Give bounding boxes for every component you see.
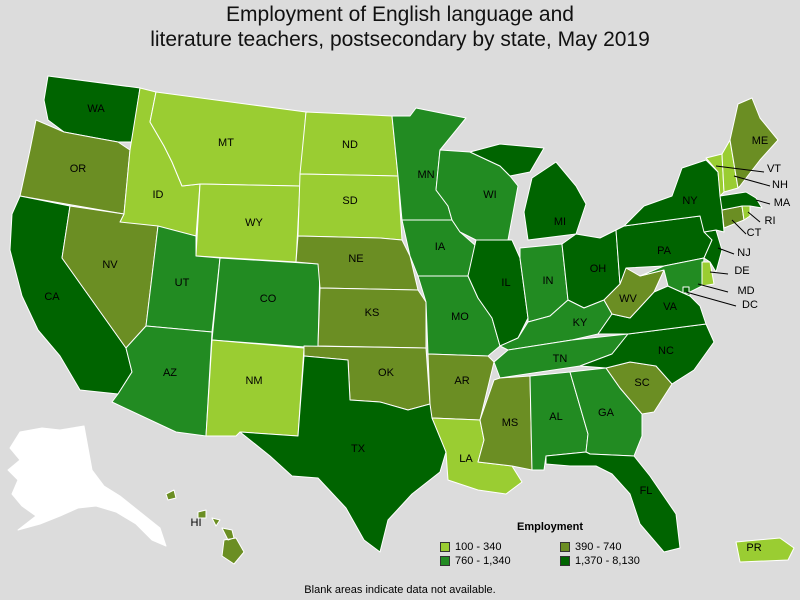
state-MI[interactable]: [469, 143, 587, 241]
state-label-sd: SD: [342, 195, 357, 207]
state-label-de: DE: [734, 265, 749, 277]
state-label-la: LA: [459, 453, 473, 465]
state-label-nm: NM: [245, 375, 262, 387]
state-label-tx: TX: [351, 443, 366, 455]
state-label-hi: HI: [191, 517, 202, 529]
state-label-nc: NC: [658, 345, 674, 357]
legend-label-3: 760 - 1,340: [455, 555, 511, 567]
state-label-ne: NE: [348, 253, 363, 265]
legend-item-1: 100 - 340: [440, 541, 560, 553]
state-label-mi: MI: [554, 216, 566, 228]
state-ME[interactable]: [729, 97, 779, 189]
legend-swatch-2: [560, 542, 570, 552]
legend-label-2: 390 - 740: [575, 541, 622, 553]
legend-item-4: 1,370 - 8,130: [560, 555, 680, 567]
state-label-ct: CT: [747, 227, 762, 239]
state-label-ga: GA: [598, 407, 615, 419]
state-HI[interactable]: [165, 489, 245, 565]
state-label-me: ME: [752, 135, 769, 147]
legend-title: Employment: [516, 521, 583, 533]
legend-label-1: 100 - 340: [455, 541, 502, 553]
state-label-ia: IA: [435, 241, 446, 253]
state-label-ms: MS: [502, 417, 519, 429]
legend-swatch-4: [560, 556, 570, 566]
state-label-il: IL: [501, 277, 510, 289]
callout-line-de: [709, 271, 729, 275]
state-label-ut: UT: [175, 277, 190, 289]
state-label-sc: SC: [634, 377, 649, 389]
state-label-wa: WA: [87, 103, 105, 115]
callout-line-nj: [717, 247, 735, 255]
state-label-md: MD: [737, 285, 754, 297]
state-label-al: AL: [549, 411, 562, 423]
legend-swatch-1: [440, 542, 450, 552]
state-label-dc: DC: [742, 299, 758, 311]
state-label-nj: NJ: [737, 247, 750, 259]
state-label-co: CO: [260, 293, 277, 305]
state-label-id: ID: [153, 189, 164, 201]
state-NM[interactable]: [205, 339, 305, 437]
legend: Employment 100 - 340 390 - 740 760 - 1,3…: [440, 521, 670, 567]
state-label-ky: KY: [573, 317, 588, 329]
state-SD[interactable]: [297, 173, 403, 241]
map-title-line1: Employment of English language and: [226, 3, 574, 26]
state-label-ok: OK: [378, 367, 395, 379]
state-label-fl: FL: [640, 485, 653, 497]
legend-swatch-3: [440, 556, 450, 566]
state-label-va: VA: [663, 301, 678, 313]
state-label-oh: OH: [590, 263, 607, 275]
state-PR[interactable]: [735, 537, 795, 563]
map-title-line2: literature teachers, postsecondary by st…: [150, 28, 650, 51]
state-label-ks: KS: [365, 307, 380, 319]
map-title: Employment of English language and liter…: [0, 2, 800, 52]
state-label-ar: AR: [454, 375, 469, 387]
state-label-ca: CA: [44, 291, 60, 303]
state-label-wy: WY: [245, 217, 263, 229]
state-label-ma: MA: [774, 197, 791, 209]
state-NC[interactable]: [579, 323, 715, 385]
callout-line-ri: [747, 211, 761, 223]
state-label-tn: TN: [553, 353, 568, 365]
state-label-ri: RI: [765, 215, 776, 227]
callout-line-nh: [733, 175, 771, 187]
state-FL[interactable]: [545, 451, 681, 553]
state-TX[interactable]: [239, 355, 447, 553]
state-label-pr: PR: [746, 542, 761, 554]
state-label-wi: WI: [483, 189, 496, 201]
state-DE[interactable]: [701, 261, 715, 287]
callout-line-dc: [685, 291, 737, 307]
state-label-nh: NH: [772, 179, 788, 191]
state-label-vt: VT: [767, 163, 781, 175]
state-label-in: IN: [543, 275, 554, 287]
state-label-pa: PA: [657, 245, 672, 257]
state-MA[interactable]: [719, 191, 763, 211]
callout-line-ct: [731, 219, 747, 235]
state-label-mt: MT: [218, 137, 234, 149]
state-label-ny: NY: [682, 195, 698, 207]
state-label-az: AZ: [163, 367, 177, 379]
footnote: Blank areas indicate data not available.: [304, 584, 496, 596]
callout-line-vt: [715, 165, 765, 173]
legend-label-4: 1,370 - 8,130: [575, 555, 640, 567]
state-AK[interactable]: [7, 425, 167, 547]
state-label-or: OR: [70, 163, 87, 175]
callout-line-ma: [755, 199, 771, 205]
legend-item-3: 760 - 1,340: [440, 555, 560, 567]
state-NJ[interactable]: [703, 229, 723, 273]
state-VT[interactable]: [705, 153, 725, 197]
state-label-nd: ND: [342, 139, 358, 151]
state-label-nv: NV: [102, 259, 118, 271]
state-label-wv: WV: [619, 293, 637, 305]
legend-item-2: 390 - 740: [560, 541, 680, 553]
callout-line-md: [697, 283, 729, 293]
state-label-mn: MN: [417, 169, 434, 181]
state-KS[interactable]: [317, 287, 427, 349]
state-label-mo: MO: [451, 311, 469, 323]
